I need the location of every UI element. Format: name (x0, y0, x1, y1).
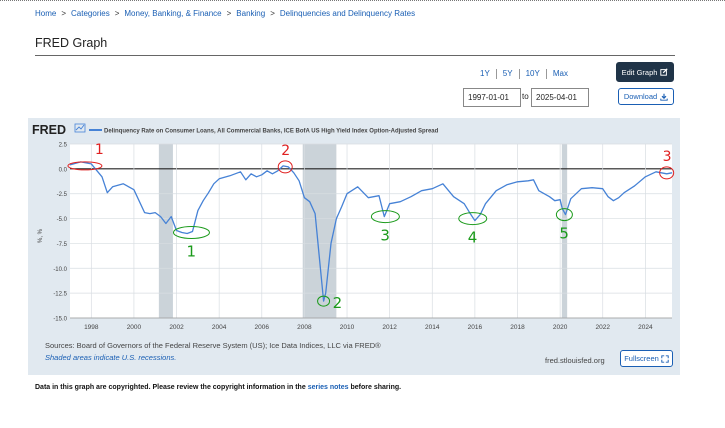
hand-drawn-annotations: 1 2 3 1 2 3 4 5 (67, 142, 675, 312)
y-tick-label: -10.0 (53, 267, 67, 273)
series-notes-link[interactable]: series notes (307, 384, 349, 391)
range-divider (518, 69, 520, 79)
red-number-mark: 3 (663, 149, 672, 165)
breadcrumb-separator: > (61, 9, 67, 18)
recession-band (302, 144, 337, 318)
y-tick-label: -2.5 (57, 192, 68, 198)
x-tick-label: 2006 (255, 324, 270, 331)
fred-chart-icon (74, 123, 86, 133)
range-max-link[interactable]: Max (552, 69, 568, 79)
breadcrumb-money-banking[interactable]: Money, Banking, & Finance (124, 9, 222, 18)
x-tick-label: 2010 (340, 324, 355, 331)
green-circle-mark (458, 212, 488, 226)
site-url: fred.stlouisfed.org (545, 356, 605, 365)
x-tick-label: 2016 (468, 324, 483, 331)
x-tick-label: 2002 (169, 324, 184, 331)
download-icon (660, 93, 668, 101)
red-circle-mark (67, 161, 103, 171)
green-number-mark: 5 (559, 225, 569, 243)
edit-graph-button[interactable]: Edit Graph (616, 62, 674, 82)
x-tick-label: 2008 (297, 324, 312, 331)
edit-icon (660, 68, 669, 76)
recession-band (158, 144, 173, 318)
green-number-mark: 3 (380, 227, 390, 245)
date-to-label: to (522, 92, 529, 101)
breadcrumb-banking[interactable]: Banking (236, 9, 266, 18)
range-10y-link[interactable]: 10Y (525, 69, 540, 79)
green-circle-mark (317, 295, 331, 307)
graph-panel: 2.5 0.0 -2.5 -5.0 -7.5 -10.0 -12.5 -15.0 1998 200… (28, 118, 680, 375)
x-tick-label: 2020 (553, 324, 568, 331)
red-number-mark: 1 (95, 142, 104, 158)
source-attribution: Sources: Board of Governors of the Feder… (45, 341, 381, 350)
legend-series2: ICE BofA US High Yield Index Option-Adju… (284, 129, 439, 135)
range-selector: 1Y 5Y 10Y Max (474, 69, 574, 79)
download-button[interactable]: Download (618, 88, 674, 105)
breadcrumb-home[interactable]: Home (35, 9, 57, 18)
legend-label: Delinquency Rate on Consumer Loans, All … (104, 129, 439, 135)
copyright-suffix: before sharing. (350, 384, 402, 391)
range-1y-link[interactable]: 1Y (480, 69, 490, 79)
y-tick-label: -7.5 (57, 242, 68, 248)
breadcrumb-separator: > (270, 9, 275, 18)
x-tick-label: 1998 (84, 324, 99, 331)
green-circle-mark (370, 210, 400, 224)
x-tick-label: 2004 (212, 324, 227, 331)
y-tick-label: -15.0 (53, 317, 67, 323)
fred-graph: 2.5 0.0 -2.5 -5.0 -7.5 -10.0 -12.5 -15.0 1998 200… (32, 123, 675, 331)
fullscreen-button[interactable]: Fullscreen (620, 350, 673, 367)
breadcrumb: Home > Categories > Money, Banking, & Financ… (35, 9, 415, 18)
breadcrumb-delinquencies[interactable]: Delinquencies and Delinquency Rates (279, 9, 416, 18)
x-tick-label: 2024 (638, 324, 653, 331)
breadcrumb-categories[interactable]: Categories (71, 9, 110, 18)
green-number-mark: 1 (186, 242, 196, 260)
x-tick-label: 2022 (596, 324, 611, 331)
red-circle-mark (277, 160, 293, 174)
y-tick-label: 2.5 (59, 143, 68, 149)
y-tick-label: 0.0 (59, 167, 68, 173)
x-tick-label: 2000 (127, 324, 142, 331)
green-number-mark: 4 (468, 229, 478, 247)
start-date-input[interactable] (463, 88, 521, 107)
red-number-mark: 2 (281, 143, 290, 159)
green-number-mark: 2 (333, 294, 343, 312)
copyright-notice: Data in this graph are copyrighted. Plea… (35, 384, 401, 391)
legend-series1: Delinquency Rate on Consumer Loans, All … (104, 129, 281, 135)
y-axis-label: %, % (38, 228, 44, 243)
title-divider (35, 55, 675, 56)
fullscreen-label: Fullscreen (624, 354, 659, 363)
legend-joiner: , (281, 129, 284, 135)
x-tick-label: 2018 (510, 324, 525, 331)
y-tick-label: -12.5 (53, 292, 67, 298)
fullscreen-icon (661, 354, 669, 363)
recession-note-link[interactable]: Shaded areas indicate U.S. recessions. (45, 353, 177, 362)
x-tick-label: 2014 (425, 324, 440, 331)
range-5y-link[interactable]: 5Y (502, 69, 513, 79)
breadcrumb-separator: > (226, 9, 232, 18)
range-divider (495, 69, 497, 79)
top-dotted-border (0, 0, 725, 2)
green-circle-mark (172, 225, 210, 239)
green-circle-mark (555, 208, 573, 222)
fred-logo: FRED (32, 123, 66, 137)
breadcrumb-separator: > (114, 9, 120, 18)
y-tick-label: -5.0 (57, 217, 68, 223)
x-tick-label: 2012 (382, 324, 397, 331)
red-circle-mark (659, 166, 675, 180)
recession-band (561, 144, 568, 318)
download-label: Download (623, 92, 658, 101)
page-title: FRED Graph (35, 36, 108, 50)
end-date-input[interactable] (531, 88, 589, 107)
series-line (69, 161, 673, 302)
range-divider (545, 69, 547, 79)
edit-graph-label: Edit Graph (621, 67, 658, 77)
copyright-prefix: Data in this graph are copyrighted. Plea… (35, 384, 306, 391)
